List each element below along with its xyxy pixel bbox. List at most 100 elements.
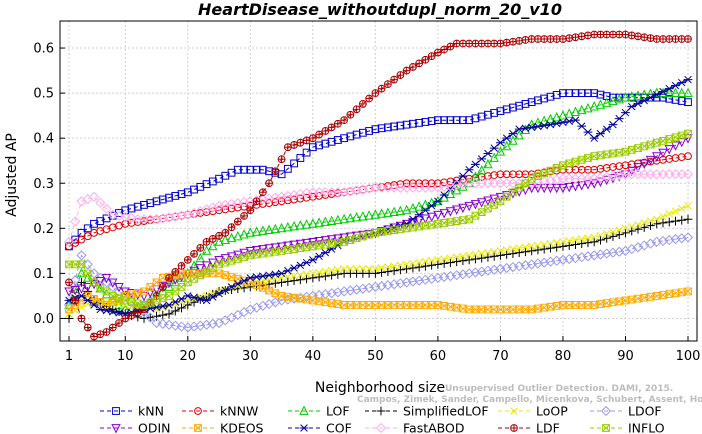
data-point-lof: [370, 209, 381, 219]
data-point-lof: [251, 226, 262, 236]
data-point-ldf: [646, 34, 655, 42]
data-point-inflo: [421, 221, 430, 230]
data-point-loop: [684, 202, 692, 210]
legend-label-odin: ODIN: [138, 421, 171, 434]
data-point-inflo: [290, 245, 298, 253]
data-point-loop: [290, 272, 298, 280]
data-point-odin: [339, 233, 349, 243]
legend-item-knn: kNN: [100, 404, 164, 419]
data-point-cof: [596, 129, 605, 138]
data-point-simplifiedlof: [577, 239, 587, 249]
data-point-kdeos: [527, 305, 536, 314]
data-point-loop: [102, 298, 111, 306]
data-point-knn: [446, 116, 455, 125]
data-point-simplifiedlof: [370, 268, 380, 278]
legend-marker-ldof: [600, 405, 612, 417]
data-point-odin: [283, 241, 293, 251]
data-point-inflo: [565, 159, 574, 168]
data-point-ldf: [421, 55, 430, 64]
data-point-inflo: [427, 220, 436, 229]
data-point-inflo: [659, 136, 667, 145]
data-point-knn: [502, 105, 511, 114]
data-point-inflo: [677, 131, 686, 140]
data-point-ldf: [396, 71, 405, 79]
data-point-kdeos: [158, 274, 167, 282]
data-point-kdeos: [615, 297, 624, 306]
data-point-kdeos: [665, 290, 674, 299]
data-point-cof: [471, 160, 480, 169]
data-point-knn: [677, 97, 686, 105]
data-point-knnw: [402, 179, 411, 188]
data-point-kdeos: [221, 271, 230, 280]
data-point-ldof: [626, 243, 637, 255]
data-point-ldf: [133, 308, 142, 317]
data-point-lof: [420, 199, 431, 209]
data-point-ldf: [252, 197, 261, 206]
data-point-inflo: [365, 230, 374, 239]
data-point-odin: [239, 248, 249, 259]
data-point-simplifiedlof: [664, 217, 674, 227]
data-point-inflo: [484, 204, 492, 213]
data-point-lof: [208, 240, 218, 251]
data-point-knn: [352, 130, 361, 139]
data-point-simplifiedlof: [558, 241, 568, 251]
data-point-cof: [564, 117, 574, 126]
data-point-ldof: [163, 319, 175, 330]
data-point-loop: [346, 265, 355, 273]
data-point-lof: [76, 267, 87, 278]
data-point-knn: [452, 116, 461, 125]
data-point-kdeos: [659, 291, 667, 299]
data-point-inflo: [302, 243, 311, 252]
data-point-knn: [509, 103, 517, 112]
data-point-ldf: [277, 155, 286, 164]
data-point-simplifiedlof: [64, 314, 74, 323]
data-point-kdeos: [609, 298, 617, 307]
data-point-odin: [445, 207, 456, 217]
data-point-ldf: [502, 38, 511, 47]
data-point-knnw: [515, 170, 524, 179]
data-point-inflo: [552, 164, 561, 172]
data-point-odin: [533, 183, 543, 194]
data-point-inflo: [371, 228, 380, 237]
data-point-odin: [295, 239, 306, 250]
data-point-lof: [670, 87, 681, 98]
data-point-knnw: [65, 242, 73, 251]
data-point-lof: [83, 272, 93, 282]
data-point-simplifiedlof: [658, 218, 668, 228]
data-point-inflo: [515, 183, 524, 192]
data-point-ldf: [427, 52, 436, 60]
data-point-cof: [427, 202, 437, 210]
data-point-simplifiedlof: [496, 250, 505, 260]
data-point-lof: [214, 236, 224, 246]
data-point-ldof: [632, 242, 644, 253]
data-point-ldf: [108, 323, 117, 332]
data-point-loop: [471, 250, 480, 259]
data-point-cof: [552, 119, 562, 128]
data-point-cof: [258, 272, 268, 280]
data-point-ldf: [446, 42, 455, 51]
data-point-lof: [595, 99, 606, 109]
data-point-odin: [589, 179, 599, 189]
data-point-simplifiedlof: [502, 250, 512, 259]
data-point-simplifiedlof: [395, 265, 405, 275]
data-point-odin: [251, 246, 262, 256]
legend-marker-loop: [510, 407, 518, 415]
data-point-lof: [220, 234, 231, 244]
data-point-odin: [83, 283, 93, 293]
data-point-odin: [602, 175, 612, 186]
data-point-ldf: [127, 311, 136, 320]
data-point-simplifiedlof: [489, 251, 499, 261]
data-point-cof: [83, 296, 93, 305]
data-point-ldf: [433, 48, 442, 57]
data-point-odin: [576, 181, 587, 191]
data-point-fastabod: [101, 203, 112, 214]
data-point-cof: [489, 144, 499, 152]
data-point-simplifiedlof: [539, 244, 549, 254]
data-point-lof: [358, 211, 368, 221]
data-point-inflo: [271, 247, 280, 256]
data-point-knn: [177, 190, 186, 198]
legend-marker-cof: [299, 424, 309, 432]
data-point-cof: [152, 303, 161, 311]
data-point-kdeos: [627, 295, 636, 304]
